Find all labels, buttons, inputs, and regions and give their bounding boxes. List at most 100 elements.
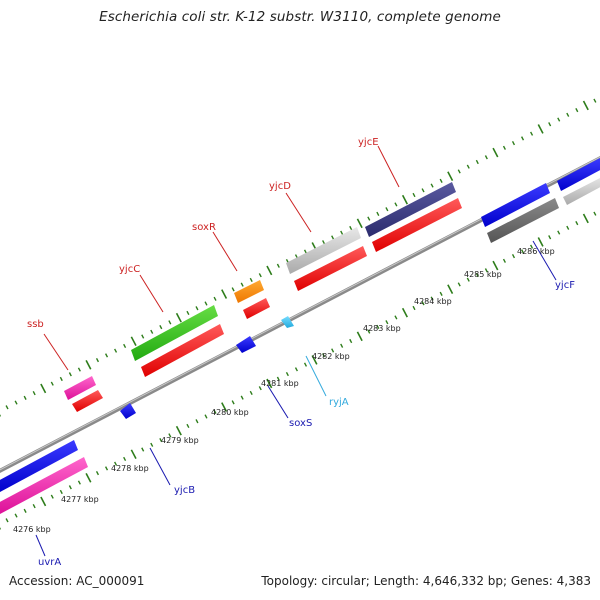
minor-tick: [439, 178, 443, 183]
minor-tick: [14, 513, 18, 518]
minor-tick: [303, 249, 308, 254]
minor-tick: [240, 395, 244, 400]
minor-tick: [5, 405, 9, 410]
minor-tick: [159, 437, 163, 443]
minor-tick: [59, 489, 63, 495]
gene-label-yjcB[interactable]: yjcB: [174, 485, 195, 496]
minor-tick: [466, 164, 470, 169]
minor-tick: [511, 141, 516, 146]
minor-tick: [385, 320, 389, 325]
kbp-label: 4286 kbp: [517, 247, 555, 256]
gene-bar-ssb[interactable]: [64, 376, 103, 412]
minor-tick: [213, 296, 217, 301]
major-tick: [311, 355, 318, 365]
minor-tick: [150, 442, 154, 447]
gene-label-yjcF[interactable]: yjcF: [555, 280, 575, 291]
gene-bar-right-blue[interactable]: [557, 158, 600, 205]
major-tick: [401, 194, 408, 205]
genome-summary-text: Topology: circular; Length: 4,646,332 bp…: [261, 574, 591, 588]
minor-tick: [566, 112, 570, 117]
minor-tick: [430, 183, 434, 188]
minor-tick: [520, 136, 525, 141]
gene-label-yjcD[interactable]: yjcD: [269, 181, 291, 192]
minor-tick: [331, 348, 335, 353]
minor-tick: [168, 433, 172, 438]
major-tick: [175, 425, 182, 436]
gene-bar-soxR[interactable]: [234, 280, 270, 319]
minor-tick: [204, 414, 208, 419]
minor-tick: [484, 155, 488, 160]
minor-tick: [475, 159, 479, 165]
major-tick: [221, 402, 228, 412]
gene-bar-yjcB[interactable]: [120, 403, 136, 419]
kbp-label: 4283 kbp: [363, 324, 401, 333]
major-tick: [85, 360, 92, 370]
major-tick: [130, 449, 137, 460]
minor-tick: [421, 301, 425, 306]
gene-labels-top: ssb yjcC soxR yjcD yjcE: [27, 137, 379, 330]
minor-tick: [186, 423, 190, 429]
minor-tick: [104, 353, 109, 358]
minor-tick: [141, 334, 145, 339]
minor-tick: [466, 277, 470, 282]
major-tick: [130, 336, 137, 347]
gene-bar-yjcF-blue[interactable]: [481, 183, 550, 227]
minor-tick: [95, 471, 100, 476]
kbp-label: 4278 kbp: [111, 464, 149, 473]
kbp-label: 4284 kbp: [414, 297, 452, 306]
minor-tick: [59, 376, 63, 382]
gene-bar-yjcD[interactable]: [286, 227, 367, 291]
gene-label-soxR[interactable]: soxR: [192, 222, 216, 233]
gene-label-uvrA[interactable]: uvrA: [38, 557, 61, 568]
gene-bar-ryjA[interactable]: [281, 316, 294, 328]
minor-tick: [5, 518, 9, 523]
gene-label-ssb[interactable]: ssb: [27, 319, 44, 330]
major-tick: [356, 331, 363, 342]
minor-tick: [168, 320, 172, 325]
gene-bar-yjcE[interactable]: [365, 182, 462, 252]
gene-bar-yjcC[interactable]: [131, 305, 224, 377]
major-tick: [40, 496, 47, 507]
upper-tick-track: [0, 98, 597, 417]
minor-tick: [77, 480, 81, 485]
minor-tick: [421, 188, 425, 193]
gene-label-ryjA[interactable]: ryjA: [329, 397, 349, 408]
minor-tick: [204, 301, 208, 306]
minor-tick: [50, 494, 54, 499]
kbp-label: 4279 kbp: [161, 436, 199, 445]
major-tick: [537, 237, 544, 247]
minor-tick: [376, 324, 380, 329]
minor-tick: [548, 235, 552, 240]
minor-tick: [484, 268, 488, 273]
minor-tick: [285, 371, 289, 377]
gene-label-soxS[interactable]: soxS: [289, 418, 312, 429]
gene-bar-uvrA[interactable]: [0, 440, 88, 514]
kbp-label: 4277 kbp: [61, 495, 99, 504]
minor-tick: [457, 282, 461, 287]
minor-tick: [367, 216, 371, 221]
minor-tick: [322, 240, 326, 245]
minor-tick: [340, 230, 344, 235]
minor-tick: [23, 508, 27, 513]
gene-bar-yjcF-gray[interactable]: [487, 198, 559, 243]
minor-tick: [231, 287, 235, 292]
minor-tick: [50, 381, 54, 386]
gene-label-yjcE[interactable]: yjcE: [358, 137, 379, 148]
label-leader-lines: [35, 145, 557, 557]
gene-label-yjcC[interactable]: yjcC: [119, 264, 140, 275]
major-tick: [447, 284, 454, 294]
major-tick: [492, 147, 499, 158]
kbp-scale-labels: 4276 kbp 4277 kbp 4278 kbp 4279 kbp 4280…: [13, 247, 555, 534]
minor-tick: [412, 305, 416, 311]
minor-tick: [114, 348, 118, 353]
minor-tick: [376, 211, 380, 216]
minor-tick: [32, 391, 36, 396]
minor-tick: [195, 419, 199, 424]
minor-tick: [430, 296, 434, 301]
minor-tick: [457, 169, 461, 174]
minor-tick: [23, 395, 27, 400]
minor-tick: [195, 306, 199, 311]
minor-tick: [439, 291, 443, 296]
gene-bar-soxS[interactable]: [236, 336, 256, 353]
